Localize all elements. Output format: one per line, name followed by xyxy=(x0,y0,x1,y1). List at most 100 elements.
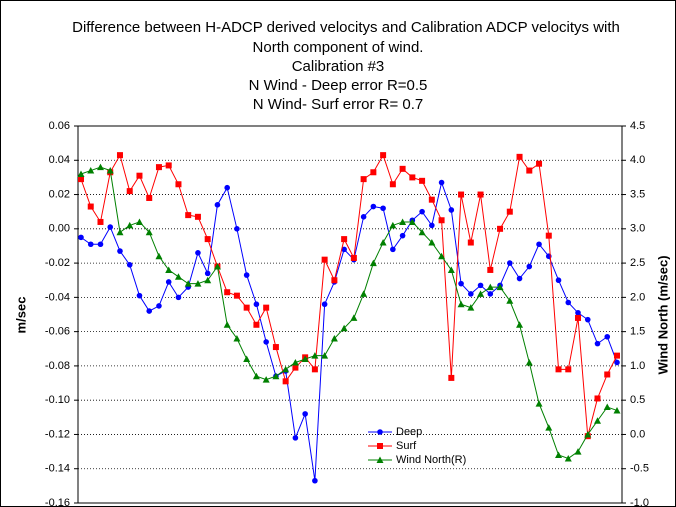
point xyxy=(614,352,620,359)
point xyxy=(399,232,406,239)
point xyxy=(487,266,494,273)
point xyxy=(146,308,153,314)
point xyxy=(252,372,260,380)
y-tick-label: 0.02 xyxy=(49,188,70,200)
point xyxy=(156,303,162,309)
point xyxy=(321,301,328,308)
point xyxy=(526,167,533,174)
point xyxy=(603,403,611,411)
point xyxy=(155,252,163,260)
y2-tick-label: 3.5 xyxy=(630,188,645,200)
point xyxy=(263,304,270,311)
point xyxy=(136,292,143,299)
point xyxy=(380,205,386,212)
point xyxy=(535,400,543,407)
point xyxy=(243,272,250,278)
y2-tick-label: 0.5 xyxy=(630,394,645,406)
point xyxy=(487,291,494,297)
point xyxy=(204,276,212,284)
point xyxy=(291,358,299,366)
point xyxy=(340,324,348,332)
point xyxy=(97,218,104,225)
point xyxy=(224,184,230,191)
point xyxy=(301,355,309,363)
point xyxy=(458,191,465,198)
point xyxy=(253,301,260,308)
point xyxy=(185,212,192,219)
point xyxy=(184,280,192,287)
point xyxy=(360,290,368,297)
point xyxy=(165,162,172,169)
point xyxy=(282,378,289,385)
point xyxy=(321,256,328,263)
point xyxy=(116,152,123,159)
point xyxy=(467,239,474,246)
y2-tick-label: 1.0 xyxy=(630,360,645,372)
point xyxy=(370,203,377,210)
point xyxy=(565,299,572,306)
legend-label: Deep xyxy=(396,426,422,438)
y2-tick-label: -0.5 xyxy=(630,463,649,475)
y2-tick-label: 0.0 xyxy=(630,428,645,440)
point xyxy=(468,291,474,297)
point xyxy=(243,355,251,363)
point xyxy=(106,167,114,174)
point xyxy=(604,333,611,340)
point xyxy=(594,417,602,424)
legend-label: Surf xyxy=(396,440,417,452)
point xyxy=(448,374,455,381)
point xyxy=(516,321,524,328)
point xyxy=(438,252,446,260)
title-line: North component of wind. xyxy=(253,39,424,56)
point xyxy=(341,246,347,253)
y-axis-label: m/sec xyxy=(13,297,28,334)
point xyxy=(613,406,621,414)
point xyxy=(389,181,396,188)
point xyxy=(370,169,377,176)
y2-tick-label: 4.5 xyxy=(630,120,645,132)
y-tick-label: -0.04 xyxy=(45,291,70,303)
y-tick-label: 0.04 xyxy=(49,154,70,166)
point xyxy=(146,194,153,201)
point xyxy=(584,316,591,323)
point xyxy=(224,289,231,296)
point xyxy=(331,277,338,284)
point xyxy=(78,176,84,183)
point xyxy=(78,234,84,241)
legend-marker xyxy=(377,429,383,435)
point xyxy=(311,352,319,359)
y2-tick-label: -1.0 xyxy=(630,497,649,507)
title-line: Calibration #3 xyxy=(292,58,385,75)
point xyxy=(428,239,436,246)
legend-label: Wind North(R) xyxy=(396,454,466,466)
point xyxy=(136,172,143,179)
point xyxy=(165,266,173,273)
point xyxy=(312,477,318,484)
point xyxy=(507,260,513,266)
point xyxy=(399,165,406,172)
point xyxy=(575,309,581,316)
point xyxy=(516,275,523,282)
point xyxy=(223,321,231,328)
y-tick-label: -0.10 xyxy=(45,394,70,406)
title-line: N Wind - Deep error R=0.5 xyxy=(249,77,428,94)
point xyxy=(477,290,485,297)
point xyxy=(263,339,269,345)
legend-marker xyxy=(377,443,383,449)
title-line: Difference between H-ADCP derived veloci… xyxy=(72,19,620,36)
point xyxy=(438,179,445,186)
point xyxy=(399,218,407,225)
point xyxy=(302,411,308,417)
point xyxy=(486,283,494,291)
point xyxy=(418,228,426,236)
y2-tick-label: 2.5 xyxy=(630,257,645,269)
point xyxy=(516,153,523,160)
point xyxy=(360,176,367,183)
y2-tick-label: 3.0 xyxy=(630,223,645,235)
point xyxy=(536,160,543,167)
point xyxy=(369,259,377,267)
point xyxy=(116,228,124,236)
point xyxy=(584,430,592,438)
y-tick-label: -0.12 xyxy=(45,428,70,440)
point xyxy=(477,282,484,289)
